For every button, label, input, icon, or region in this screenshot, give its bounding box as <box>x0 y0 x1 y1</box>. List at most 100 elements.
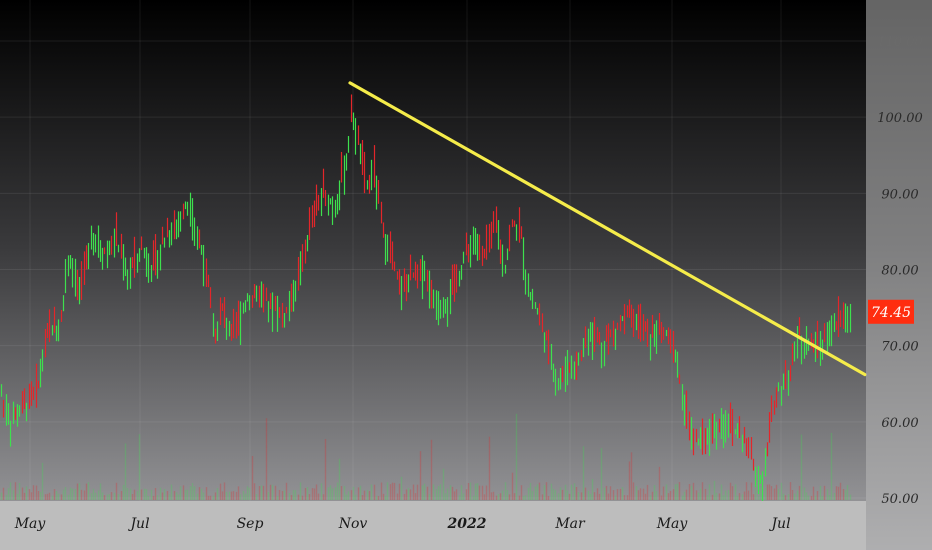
volume-bar <box>110 492 113 500</box>
volume-bar <box>609 486 612 500</box>
volume-bar <box>115 482 118 500</box>
volume-bar <box>60 494 63 500</box>
volume-bar <box>483 494 486 500</box>
volume-bar <box>193 486 196 500</box>
volume-bar <box>375 495 378 500</box>
volume-bar <box>835 486 838 500</box>
volume-bar <box>324 438 327 500</box>
volume-bar <box>488 436 491 500</box>
volume-bar <box>793 493 796 500</box>
volume-bar <box>202 492 205 500</box>
volume-bar <box>350 490 353 500</box>
volume-bar <box>212 495 215 500</box>
volume-bar <box>373 484 376 500</box>
volume-bar <box>724 490 727 500</box>
volume-bar <box>416 484 419 500</box>
volume-bar <box>524 495 527 500</box>
volume-bar <box>221 491 224 500</box>
time-tick-label: Sep <box>237 516 264 532</box>
volume-bar <box>713 480 716 500</box>
volume-bar <box>842 489 845 500</box>
volume-bar <box>699 488 702 500</box>
volume-bar <box>9 482 12 500</box>
volume-bar <box>106 494 109 500</box>
volume-bar <box>317 493 320 500</box>
volume-bar <box>225 491 228 500</box>
volume-bar <box>426 486 429 500</box>
volume-bar <box>662 486 665 500</box>
volume-bar <box>451 486 454 500</box>
volume-bar <box>738 493 741 500</box>
volume-bar <box>531 491 534 500</box>
volume-bar <box>828 495 831 500</box>
volume-bar <box>584 487 587 500</box>
volume-bar <box>729 482 732 500</box>
volume-bar <box>566 490 569 500</box>
volume-bar <box>67 494 70 500</box>
time-axis: May Jul Sep Nov 2022 Mar May Jul <box>14 516 791 532</box>
volume-bar <box>28 489 31 500</box>
volume-bar <box>292 489 295 500</box>
volume-bar <box>69 487 72 500</box>
volume-bar <box>62 489 65 500</box>
volume-bar <box>637 490 640 500</box>
volume-bar <box>301 495 304 500</box>
volume-bar <box>108 494 111 500</box>
volume-bar <box>168 494 171 500</box>
last-price-marker: 74.45 <box>868 299 914 324</box>
volume-bar <box>632 482 635 500</box>
volume-bar <box>844 490 847 500</box>
volume-bar <box>384 495 387 500</box>
price-axis: 110.00 100.00 90.00 80.00 70.00 60.00 50.00 <box>877 35 923 507</box>
volume-bar <box>750 482 753 500</box>
volume-bar <box>177 494 180 500</box>
volume-bar <box>122 484 125 500</box>
volume-bar <box>580 492 583 500</box>
volume-bar <box>258 486 261 500</box>
volume-bar <box>46 493 49 500</box>
volume-bar <box>731 486 734 500</box>
volume-bar <box>690 485 693 500</box>
volume-bar <box>472 495 475 500</box>
volume-bar <box>432 484 435 500</box>
volume-bar <box>405 489 408 500</box>
volume-bar <box>55 491 58 500</box>
volume-bar <box>214 492 217 500</box>
volume-bar <box>343 485 346 500</box>
last-price-label: 74.45 <box>871 305 911 321</box>
volume-bar <box>161 492 164 500</box>
volume-bar <box>30 492 33 500</box>
volume-bar <box>557 493 560 500</box>
volume-bar <box>41 462 44 500</box>
volume-bar <box>297 494 300 500</box>
volume-bar <box>103 495 106 500</box>
volume-bar <box>678 482 681 500</box>
volume-bar <box>591 478 594 500</box>
volume-bar <box>743 491 746 500</box>
volume-bar <box>541 494 544 500</box>
volume-bar <box>582 446 585 500</box>
volume-bar <box>131 494 134 500</box>
volume-bar <box>789 482 792 500</box>
volume-bar <box>338 458 341 500</box>
volume-bar <box>0 492 3 500</box>
price-tick-label: 70.00 <box>881 340 918 355</box>
volume-bar <box>92 488 95 500</box>
time-axis-panel[interactable] <box>0 501 866 550</box>
volume-bar <box>674 484 677 500</box>
volume-bar <box>773 488 776 500</box>
volume-bar <box>784 495 787 500</box>
volume-bar <box>90 493 93 500</box>
volume-bar <box>669 490 672 500</box>
volume-bar <box>363 490 366 500</box>
volume-bar <box>327 487 330 500</box>
price-axis-panel[interactable] <box>866 0 932 550</box>
volume-bar <box>421 485 424 500</box>
volume-bar <box>140 489 143 500</box>
volume-bar <box>764 488 767 500</box>
volume-bar <box>294 490 297 500</box>
volume-bar <box>807 495 810 500</box>
volume-bar <box>803 487 806 500</box>
trendline-layer[interactable] <box>348 81 867 377</box>
